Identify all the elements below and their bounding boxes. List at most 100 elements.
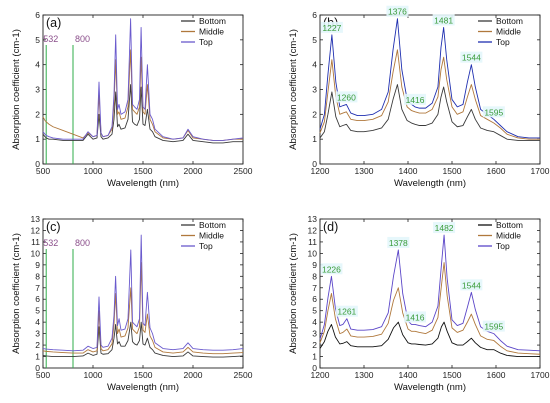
- chart-panel-1: 500 1000 1500 2000 2500 0 1 2 3 4 5 6 Wavelength (nm…: [11, 10, 253, 189]
- y-tick-label: 0: [312, 363, 317, 373]
- peak-label: 1595: [484, 322, 503, 332]
- y-tick-label: 2: [312, 109, 317, 119]
- peak-label-highlight: [387, 236, 410, 248]
- chart-panel-2: 1200 1300 1400 1500 1600 1700 0 1 2 3 4 5 6 Wavelengt…: [288, 5, 550, 189]
- x-tick-label: 1000: [84, 370, 103, 380]
- legend-label: Middle: [496, 27, 521, 37]
- y-tick-label: 8: [35, 271, 40, 281]
- legend-label: Bottom: [199, 16, 226, 26]
- x-tick-label: 1500: [134, 370, 153, 380]
- x-axis-title: Wavelength (nm): [107, 178, 179, 189]
- x-tick-label: 1700: [531, 370, 550, 380]
- y-tick-label: 4: [35, 317, 40, 327]
- x-axis-title: Wavelength (nm): [394, 382, 466, 393]
- wavelength-marker-label: 800: [75, 238, 90, 248]
- x-tick-label: 1600: [487, 166, 506, 176]
- y-tick-label: 4: [312, 60, 317, 70]
- wavelength-marker-label: 532: [43, 238, 58, 248]
- y-tick-label: 3: [35, 85, 40, 95]
- y-tick-label: 7: [312, 283, 317, 293]
- series-line-top: [319, 234, 541, 352]
- y-tick-label: 13: [308, 214, 318, 224]
- peak-label: 1482: [435, 223, 454, 233]
- panel-letter: (c): [46, 220, 61, 234]
- y-tick-label: 6: [35, 294, 40, 304]
- series-line-bottom: [319, 84, 540, 141]
- peak-label: 1261: [337, 307, 356, 317]
- x-tick-label: 1200: [311, 166, 330, 176]
- peak-label-highlight: [335, 305, 358, 317]
- y-axis-title: Absorption coefficient (cm-1): [288, 233, 299, 354]
- peak-label-highlight: [335, 91, 358, 103]
- y-tick-label: 1: [35, 134, 40, 144]
- y-tick-label: 2: [35, 340, 40, 350]
- wavelength-marker-label: 532: [43, 34, 58, 44]
- y-tick-label: 5: [35, 35, 40, 45]
- x-tick-label: 2500: [234, 370, 253, 380]
- y-tick-label: 0: [35, 363, 40, 373]
- peak-label-highlight: [404, 93, 427, 105]
- y-tick-label: 11: [31, 237, 40, 247]
- y-tick-label: 0: [35, 159, 40, 169]
- series-line-bottom: [42, 84, 243, 144]
- x-tick-label: 1500: [443, 166, 462, 176]
- peak-label: 1378: [389, 238, 408, 248]
- y-tick-label: 6: [312, 10, 317, 20]
- peak-label-highlight: [404, 311, 427, 323]
- y-tick-label: 9: [35, 260, 40, 270]
- peak-label-highlight: [320, 21, 343, 33]
- peak-label-highlight: [482, 106, 505, 118]
- y-tick-label: 5: [312, 306, 317, 316]
- y-tick-label: 8: [312, 271, 317, 281]
- y-axis-title: Absorption coefficient (cm-1): [11, 29, 22, 150]
- x-tick-label: 2000: [184, 166, 203, 176]
- chart-panel-3: 500 1000 1500 2000 2500012345678910111213Wav…: [11, 214, 253, 393]
- legend-label: Middle: [199, 27, 224, 37]
- legend-label: Middle: [496, 231, 521, 241]
- y-tick-label: 7: [35, 283, 40, 293]
- x-tick-label: 500: [36, 166, 50, 176]
- x-tick-label: 1500: [443, 370, 462, 380]
- peak-label: 1481: [434, 15, 453, 25]
- y-tick-label: 6: [312, 294, 317, 304]
- y-tick-label: 3: [35, 329, 40, 339]
- x-tick-label: 1300: [355, 166, 374, 176]
- x-axis-title: Wavelength (nm): [107, 382, 179, 393]
- x-tick-label: 1400: [399, 166, 418, 176]
- y-tick-label: 0: [312, 159, 317, 169]
- y-tick-label: 4: [312, 317, 317, 327]
- y-tick-label: 12: [31, 225, 41, 235]
- y-tick-label: 3: [312, 329, 317, 339]
- x-axis-title: Wavelength (nm): [394, 178, 466, 189]
- peak-label: 1227: [322, 23, 341, 33]
- legend-label: Middle: [199, 231, 224, 241]
- legend-label: Top: [199, 241, 213, 251]
- y-axis-title: Absorption coefficient (cm-1): [288, 29, 299, 150]
- y-tick-label: 9: [312, 260, 317, 270]
- peak-label: 1544: [462, 53, 481, 63]
- peak-label-highlight: [386, 5, 409, 17]
- panel-letter: (a): [46, 16, 61, 30]
- series-line-top: [42, 18, 244, 141]
- series-line-middle: [319, 262, 541, 355]
- x-tick-label: 1300: [355, 370, 374, 380]
- x-tick-label: 2500: [234, 166, 253, 176]
- y-tick-label: 6: [35, 10, 40, 20]
- legend-label: Bottom: [496, 16, 523, 26]
- y-tick-label: 2: [35, 109, 40, 119]
- peak-label: 1595: [484, 107, 503, 117]
- x-tick-label: 1400: [399, 370, 418, 380]
- y-tick-label: 5: [312, 35, 317, 45]
- legend-label: Top: [199, 37, 213, 47]
- series-line-bottom: [42, 321, 244, 358]
- chart-panel-4: 1200 1300 1400 1500 1600 17000123456789101112…: [288, 214, 550, 393]
- legend-label: Bottom: [496, 220, 523, 230]
- y-tick-label: 3: [312, 85, 317, 95]
- x-tick-label: 1000: [84, 166, 103, 176]
- y-tick-label: 4: [35, 60, 40, 70]
- peak-label: 1226: [322, 264, 341, 274]
- wavelength-marker-label: 800: [75, 34, 90, 44]
- peak-label-highlight: [460, 51, 483, 63]
- series-line-middle: [42, 262, 244, 355]
